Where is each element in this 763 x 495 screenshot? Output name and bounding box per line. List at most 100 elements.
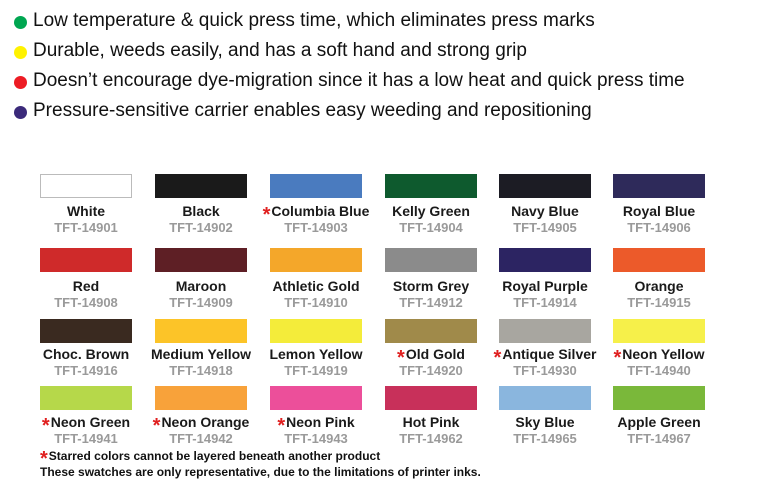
swatch-name-text: Medium Yellow	[150, 346, 252, 362]
footnote-text: Starred colors cannot be layered beneath…	[48, 449, 381, 463]
swatch	[155, 248, 247, 272]
swatch-name: Apple Green	[594, 414, 724, 430]
swatch	[270, 386, 362, 410]
swatch-name: Navy Blue	[480, 203, 610, 219]
star: *	[613, 347, 622, 369]
swatch	[385, 319, 477, 343]
swatch-name-text: Black	[182, 203, 220, 219]
swatch-name-text: Choc. Brown	[42, 346, 130, 362]
swatch	[613, 386, 705, 410]
swatch	[40, 174, 132, 198]
swatch-name: Maroon	[136, 278, 266, 294]
swatch-name: *Neon Orange	[136, 414, 266, 438]
swatch-name: White	[21, 203, 151, 219]
bullet-text: Pressure-sensitive carrier enables easy …	[33, 100, 592, 121]
swatch-name-text: Old Gold	[405, 346, 465, 362]
swatch-code: TFT-14940	[627, 363, 691, 378]
swatch	[499, 386, 591, 410]
footnote: *Starred colors cannot be layered beneat…	[40, 448, 380, 471]
swatch-code: TFT-14967	[627, 431, 691, 446]
swatch	[155, 174, 247, 198]
swatch	[155, 319, 247, 343]
bullet-dot	[14, 16, 27, 29]
swatch-name-text: Maroon	[175, 278, 227, 294]
swatch	[499, 248, 591, 272]
swatch-name: Storm Grey	[366, 278, 496, 294]
swatch	[385, 386, 477, 410]
swatch-name-text: Columbia Blue	[271, 203, 370, 219]
star: *	[493, 347, 502, 369]
swatch	[40, 248, 132, 272]
swatch	[40, 319, 132, 343]
swatch-name-text: Athletic Gold	[272, 278, 360, 294]
swatch-name: Royal Blue	[594, 203, 724, 219]
swatch-code: TFT-14914	[513, 295, 577, 310]
swatch-name: *Antique Silver	[480, 346, 610, 370]
swatch-name: Hot Pink	[366, 414, 496, 430]
swatch-code: TFT-14909	[169, 295, 233, 310]
swatch-name: Athletic Gold	[251, 278, 381, 294]
bullet-text: Durable, weeds easily, and has a soft ha…	[33, 40, 527, 61]
swatch-code: TFT-14920	[399, 363, 463, 378]
swatch-name: *Neon Pink	[251, 414, 381, 438]
swatch	[385, 248, 477, 272]
swatch-code: TFT-14908	[54, 295, 118, 310]
swatch	[613, 248, 705, 272]
swatch-code: TFT-14918	[169, 363, 233, 378]
swatch-name-text: Orange	[634, 278, 684, 294]
bullet-dot	[14, 46, 27, 59]
star: *	[41, 415, 50, 437]
bullet-dot	[14, 106, 27, 119]
swatch-name-text: Navy Blue	[511, 203, 579, 219]
swatch	[499, 319, 591, 343]
swatch-name: Royal Purple	[480, 278, 610, 294]
swatch-code: TFT-14906	[627, 220, 691, 235]
swatch	[613, 319, 705, 343]
swatch	[40, 386, 132, 410]
swatch-code: TFT-14916	[54, 363, 118, 378]
swatch-name: *Old Gold	[366, 346, 496, 370]
swatch-code: TFT-14904	[399, 220, 463, 235]
swatch-code: TFT-14903	[284, 220, 348, 235]
swatch-code: TFT-14902	[169, 220, 233, 235]
swatch-name-text: Hot Pink	[402, 414, 460, 430]
swatch-name-text: Red	[72, 278, 100, 294]
swatch-name: Choc. Brown	[21, 346, 151, 362]
swatch	[155, 386, 247, 410]
swatch-code: TFT-14905	[513, 220, 577, 235]
swatch-code: TFT-14912	[399, 295, 463, 310]
swatch-code: TFT-14930	[513, 363, 577, 378]
swatch-name-text: Neon Green	[50, 414, 131, 430]
swatch-name: *Neon Yellow	[594, 346, 724, 370]
swatch	[270, 319, 362, 343]
swatch-name: Red	[21, 278, 151, 294]
swatch	[613, 174, 705, 198]
swatch	[270, 248, 362, 272]
swatch	[385, 174, 477, 198]
bullet-text: Doesn’t encourage dye-migration since it…	[33, 70, 685, 91]
swatch-name-text: Sky Blue	[515, 414, 575, 430]
bullet-text: Low temperature & quick press time, whic…	[33, 10, 595, 31]
swatch-name: Sky Blue	[480, 414, 610, 430]
star: *	[277, 415, 286, 437]
swatch-name: Medium Yellow	[136, 346, 266, 362]
swatch	[499, 174, 591, 198]
swatch-name: Orange	[594, 278, 724, 294]
swatch-code: TFT-14919	[284, 363, 348, 378]
star: *	[262, 204, 271, 226]
swatch-code: TFT-14941	[54, 431, 118, 446]
disclaimer: These swatches are only representative, …	[40, 465, 481, 479]
swatch-name-text: Antique Silver	[502, 346, 597, 362]
swatch	[270, 174, 362, 198]
star: *	[397, 347, 405, 369]
swatch-name: *Neon Green	[21, 414, 151, 438]
swatch-name-text: White	[66, 203, 106, 219]
swatch-name-text: Royal Blue	[622, 203, 696, 219]
star: *	[152, 415, 161, 437]
swatch-name-text: Kelly Green	[392, 203, 470, 219]
swatch-name-text: Apple Green	[617, 414, 701, 430]
swatch-name: Lemon Yellow	[251, 346, 381, 362]
swatch-name-text: Storm Grey	[392, 278, 470, 294]
swatch-code: TFT-14942	[169, 431, 233, 446]
